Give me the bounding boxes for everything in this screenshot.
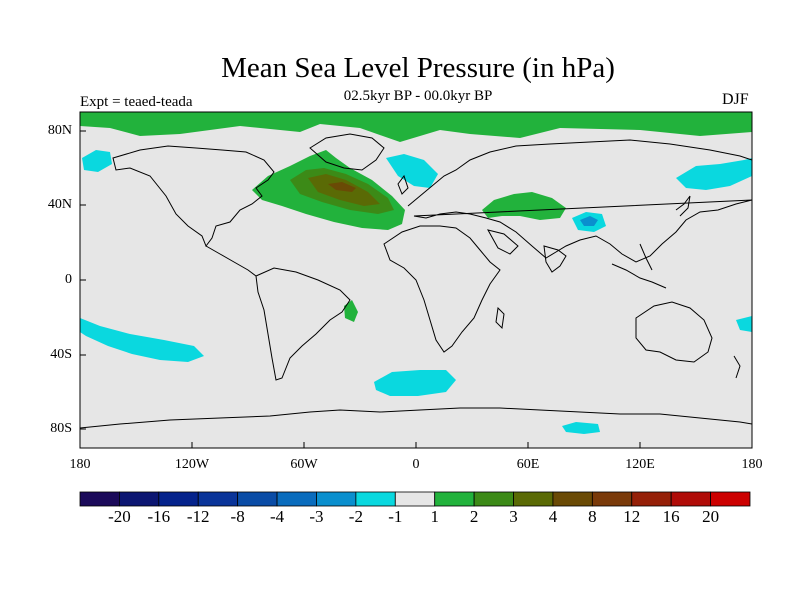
coastline-madagascar <box>495 306 505 330</box>
colorbar-swatch <box>237 491 278 507</box>
axis-ticks <box>79 130 753 448</box>
coastline-india <box>543 245 567 273</box>
anomaly-west-pacific-negative <box>736 316 752 332</box>
colorbar-label: 8 <box>588 507 597 526</box>
colorbar-swatch <box>710 491 751 507</box>
lat-label-80s: 80S <box>50 421 72 436</box>
colorbar-label: -3 <box>309 507 324 526</box>
colorbar-label: 20 <box>702 507 720 526</box>
coastline-arabia <box>487 229 519 255</box>
experiment-label: Expt = teaed-teada <box>80 94 193 110</box>
colorbar-swatch <box>79 491 120 507</box>
map-subtitle: 02.5kyr BP - 00.0kyr BP <box>343 88 493 104</box>
anomaly-east-asia-negative-core <box>580 216 598 226</box>
colorbar-swatch <box>473 491 514 507</box>
colorbar-swatch <box>670 491 711 507</box>
colorbar-label: 1 <box>430 507 439 526</box>
colorbar-label: -4 <box>269 507 285 526</box>
anomaly-alaska-negative <box>82 150 112 172</box>
colorbar-swatch <box>316 491 357 507</box>
coastline-australia <box>635 301 713 363</box>
colorbar-label: -8 <box>230 507 245 526</box>
colorbar-label: -16 <box>147 507 171 526</box>
lat-label-40n: 40N <box>47 197 72 212</box>
anomaly-siberia-negative <box>676 158 752 190</box>
lat-label-80n: 80N <box>47 123 72 138</box>
coastline-british-isles <box>397 174 409 195</box>
colorbar-swatch <box>552 491 593 507</box>
coastline-north-america <box>112 145 275 248</box>
coastline-new-zealand <box>733 355 741 379</box>
colorbar-label: 16 <box>662 507 680 526</box>
season-label: DJF <box>722 91 749 108</box>
anomaly-asia-positive <box>482 192 566 220</box>
coastline-eurasia <box>407 139 752 263</box>
anomaly-southern-ocean-negative <box>374 370 456 396</box>
coastline-africa <box>383 225 501 353</box>
coastlines <box>80 133 752 429</box>
colorbar <box>79 491 751 507</box>
pressure-anomaly-fields <box>80 112 752 434</box>
anomaly-south-atlantic-positive <box>344 300 358 322</box>
lon-label-120e: 120E <box>625 457 655 472</box>
lon-label-60e: 60E <box>516 457 540 472</box>
map-title: Mean Sea Level Pressure (in hPa) <box>221 52 615 84</box>
colorbar-label: 3 <box>509 507 518 526</box>
colorbar-label: -1 <box>388 507 403 526</box>
coastline-antarctica <box>80 407 752 429</box>
lat-label-0: 0 <box>65 272 72 287</box>
coastline-southeast-asia-islands <box>611 243 667 289</box>
colorbar-label: 4 <box>548 507 558 526</box>
lon-label-120w: 120W <box>174 457 210 472</box>
colorbar-swatch <box>513 491 554 507</box>
anomaly-greenland-negative <box>386 154 438 188</box>
lon-label-180e: 180 <box>741 457 763 472</box>
anomaly-antarctic-negative <box>562 422 600 434</box>
coastline-japan <box>675 195 691 217</box>
colorbar-label: -12 <box>186 507 210 526</box>
lon-label-180w: 180 <box>69 457 91 472</box>
colorbar-swatch <box>158 491 199 507</box>
lon-label-60w: 60W <box>290 457 318 472</box>
colorbar-label: -2 <box>348 507 363 526</box>
colorbar-swatch <box>119 491 160 507</box>
colorbar-swatch <box>394 491 436 507</box>
anomaly-south-pacific-negative <box>80 318 204 362</box>
colorbar-swatch <box>434 491 475 507</box>
colorbar-swatch <box>276 491 317 507</box>
colorbar-label: -20 <box>108 507 131 526</box>
lat-label-40s: 40S <box>50 347 72 362</box>
coastline-south-america <box>255 267 351 381</box>
anomaly-north-atlantic-core-8hpa <box>328 182 356 192</box>
colorbar-swatch <box>197 491 239 507</box>
colorbar-swatch <box>355 491 396 507</box>
lon-label-0: 0 <box>412 457 420 472</box>
coastline-central-america <box>205 245 257 277</box>
coastline-greenland <box>309 133 385 171</box>
colorbar-label: 2 <box>469 507 479 526</box>
colorbar-swatch <box>631 491 672 507</box>
colorbar-label: 12 <box>623 507 641 526</box>
colorbar-swatch <box>591 491 633 507</box>
anomaly-arctic-positive <box>80 112 752 142</box>
